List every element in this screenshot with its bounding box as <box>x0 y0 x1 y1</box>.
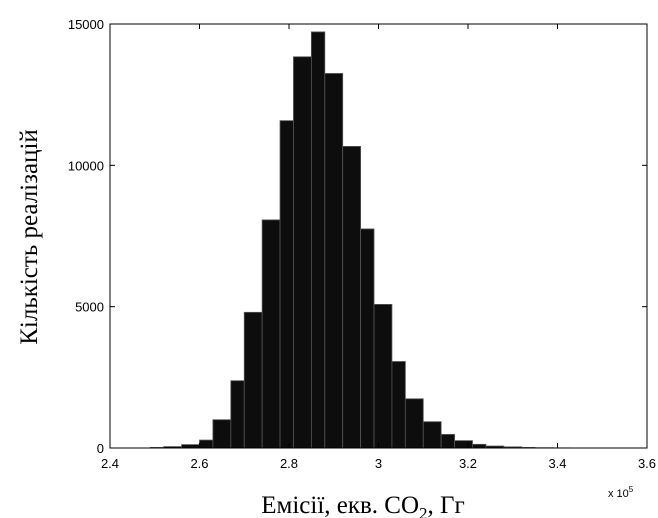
y-tick-label-1: 0 <box>97 441 104 456</box>
histogram-bar-11 <box>310 31 326 449</box>
x-tick-label-1: 2.4 <box>101 456 119 471</box>
histogram-bar-3 <box>181 444 200 449</box>
histogram-bar-16 <box>391 361 406 449</box>
histogram-bars <box>149 31 572 449</box>
x-tick-label-3: 2.8 <box>280 456 298 471</box>
histogram-bar-5 <box>212 419 232 449</box>
y-axis-ticks: 0 5000 10000 15000 <box>68 17 647 456</box>
histogram-bar-8 <box>261 219 281 449</box>
histogram-bar-13 <box>342 145 362 449</box>
x-exponent-base: x 10 <box>608 488 629 500</box>
histogram-bar-12 <box>324 73 344 449</box>
histogram-bar-19 <box>440 434 455 449</box>
histogram-bar-7 <box>243 311 263 449</box>
x-axis-label-subscript: 2 <box>419 504 428 518</box>
histogram-bar-6 <box>230 380 245 449</box>
y-tick-label-4: 15000 <box>68 17 104 32</box>
x-axis-ticks: 2.4 2.6 2.8 3 3.2 3.4 3.6 <box>101 24 656 471</box>
histogram-bar-17 <box>404 398 424 449</box>
y-tick-label-3: 10000 <box>68 158 104 173</box>
y-tick-label-2: 5000 <box>75 300 104 315</box>
histogram-bar-20 <box>454 440 473 449</box>
histogram-bar-21 <box>472 443 487 449</box>
x-axis-label: Емісії, екв. CO2, Гг <box>261 492 465 518</box>
x-axis-exponent-label: x 105 <box>608 485 634 500</box>
histogram-bar-4 <box>199 439 214 449</box>
x-tick-label-2: 2.6 <box>190 456 208 471</box>
histogram-bar-14 <box>360 228 375 449</box>
x-tick-label-6: 3.4 <box>548 456 566 471</box>
x-axis-label-suffix: , Гг <box>428 492 465 518</box>
x-exponent-power: 5 <box>629 485 634 494</box>
x-axis-label-prefix: Емісії, екв. CO <box>261 492 419 518</box>
histogram-bar-9 <box>279 120 294 449</box>
x-tick-label-5: 3.2 <box>459 456 477 471</box>
histogram-bar-15 <box>373 304 393 449</box>
histogram-bar-10 <box>293 56 312 449</box>
x-tick-label-4: 3 <box>375 456 382 471</box>
x-tick-label-7: 3.6 <box>638 456 656 471</box>
y-axis-label: Кількість реалізацій <box>16 129 43 345</box>
histogram-bar-18 <box>422 421 442 449</box>
